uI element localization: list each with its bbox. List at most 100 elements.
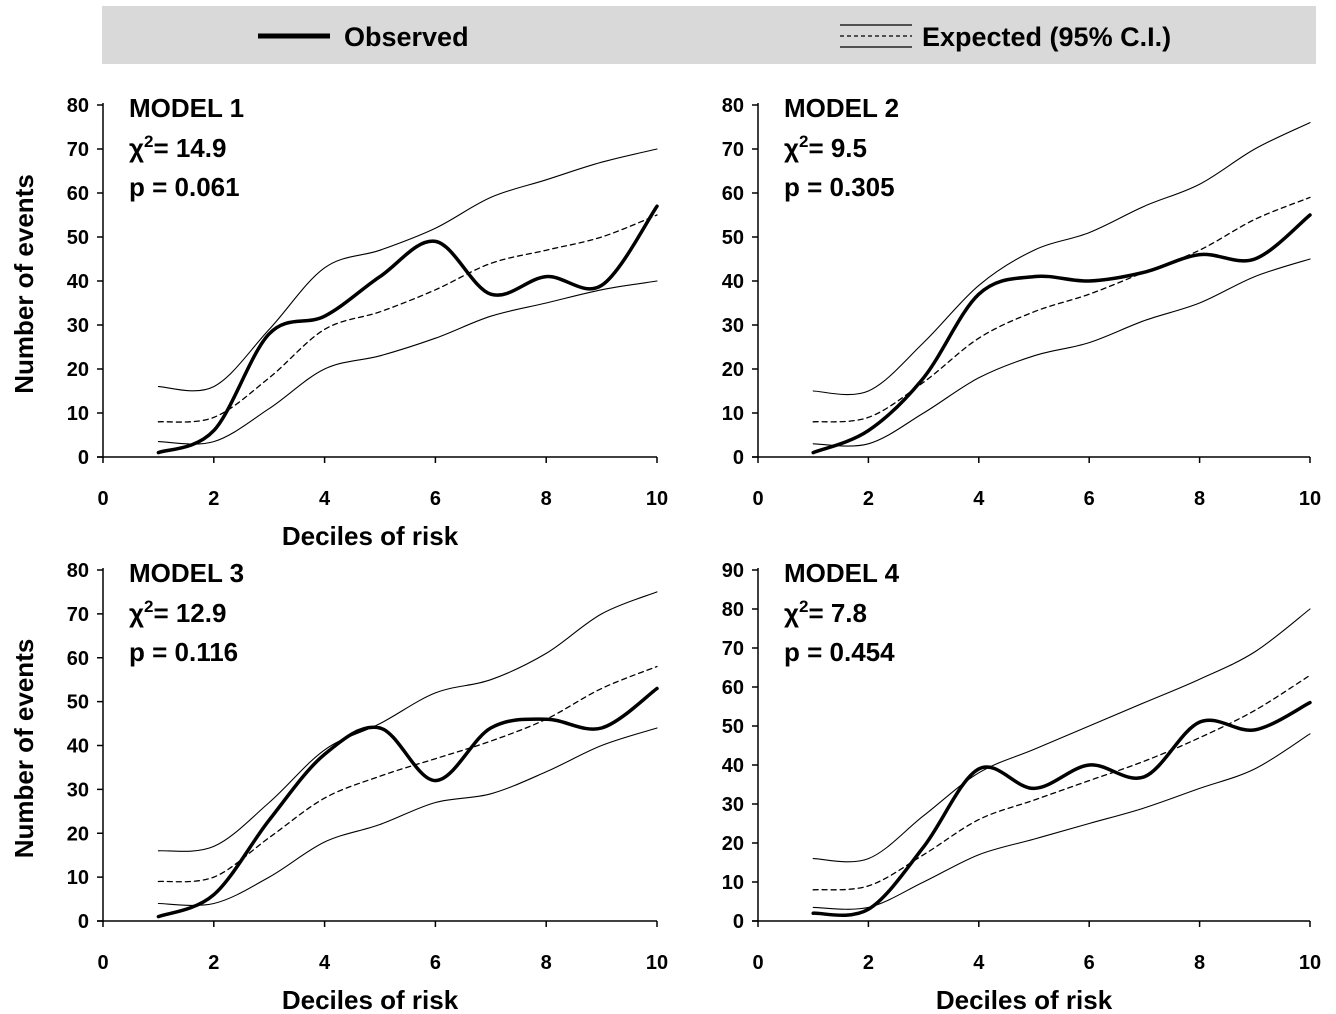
y-tick-label: 80 <box>722 599 744 621</box>
series-expected-upper-95-c-i <box>812 608 1311 863</box>
chi-square-stat: χ2= 9.5 <box>784 132 867 163</box>
y-tick-label: 10 <box>722 403 744 425</box>
y-tick-label: 10 <box>722 872 744 894</box>
x-tick-label: 0 <box>752 952 763 974</box>
x-tick-label: 8 <box>1194 952 1205 974</box>
y-tick-label: 20 <box>67 823 89 845</box>
model-title: MODEL 1 <box>129 93 244 123</box>
model-title: MODEL 2 <box>784 93 899 123</box>
panel-3: 0 10 20 30 40 50 60 70 80 0 2 4 6 8 10 MODEL 3 χ2= 12.9 p… <box>9 558 668 1014</box>
y-tick-label: 20 <box>722 833 744 855</box>
y-tick-label: 0 <box>733 447 744 469</box>
y-tick-label: 20 <box>67 359 89 381</box>
y-tick-label: 80 <box>722 95 744 117</box>
x-tick-label: 0 <box>752 488 763 510</box>
x-tick-label: 0 <box>97 952 108 974</box>
series-expected-upper-95-c-i <box>812 122 1311 396</box>
y-tick-label: 70 <box>722 139 744 161</box>
series-observed <box>811 700 1312 917</box>
x-tick-label: 2 <box>863 952 874 974</box>
x-tick-label: 4 <box>973 952 985 974</box>
model-title: MODEL 4 <box>784 558 900 588</box>
x-tick-label: 10 <box>646 488 668 510</box>
series-expected-lower-95-c-i <box>812 258 1311 447</box>
y-tick-label: 70 <box>722 638 744 660</box>
p-value: p = 0.305 <box>784 172 895 202</box>
y-tick-label: 10 <box>67 867 89 889</box>
y-tick-label: 10 <box>67 403 89 425</box>
y-tick-label: 70 <box>67 604 89 626</box>
x-tick-label: 10 <box>1299 488 1321 510</box>
y-tick-label: 60 <box>722 677 744 699</box>
y-tick-label: 50 <box>722 716 744 738</box>
y-axis-title: Number of events <box>9 174 39 394</box>
y-tick-label: 30 <box>67 315 89 337</box>
y-tick-label: 50 <box>722 227 744 249</box>
chi-square-stat: χ2= 7.8 <box>784 597 867 628</box>
x-tick-label: 4 <box>319 952 331 974</box>
panel-2: 0 10 20 30 40 50 60 70 80 0 2 4 6 8 10 MODEL 2 χ2= 9.5 p … <box>722 93 1321 510</box>
x-axis-title: Deciles of risk <box>282 985 459 1014</box>
series-expected-upper-95-c-i <box>157 148 658 392</box>
x-tick-label: 0 <box>97 488 108 510</box>
x-tick-label: 6 <box>1084 952 1095 974</box>
series-expected-lower-95-c-i <box>157 280 658 445</box>
y-tick-label: 50 <box>67 692 89 714</box>
x-tick-label: 6 <box>430 488 441 510</box>
x-axis-title: Deciles of risk <box>936 985 1113 1014</box>
panel-4: 0 10 20 30 40 50 60 70 80 90 0 2 4 6 8 10 MODEL 4 χ2= 7.8… <box>722 558 1321 1014</box>
y-tick-label: 80 <box>67 95 89 117</box>
series-observed <box>156 686 659 919</box>
panel-1: 0 10 20 30 40 50 60 70 80 0 2 4 6 8 10 MODEL 1 χ2= 14.9 p… <box>9 93 668 551</box>
y-tick-label: 30 <box>722 315 744 337</box>
series-observed <box>156 204 659 455</box>
series-expected <box>812 196 1311 423</box>
y-tick-label: 0 <box>78 911 89 933</box>
x-axis-title: Deciles of risk <box>282 521 459 551</box>
p-value: p = 0.116 <box>129 637 238 667</box>
legend-expected-label: Expected (95% C.I.) <box>922 22 1171 52</box>
legend-expected-swatch <box>840 24 912 48</box>
y-tick-label: 90 <box>722 560 744 582</box>
y-tick-label: 60 <box>67 183 89 205</box>
y-tick-label: 40 <box>722 755 744 777</box>
y-tick-label: 40 <box>67 736 89 758</box>
y-tick-label: 60 <box>722 183 744 205</box>
y-axis-title: Number of events <box>9 639 39 859</box>
y-tick-label: 0 <box>78 447 89 469</box>
y-tick-label: 30 <box>722 794 744 816</box>
x-tick-label: 4 <box>319 488 331 510</box>
series-expected-upper-95-c-i <box>157 591 658 852</box>
x-tick-label: 10 <box>1299 952 1321 974</box>
series-expected-lower-95-c-i <box>812 733 1311 910</box>
y-tick-label: 50 <box>67 227 89 249</box>
chi-square-stat: χ2= 12.9 <box>129 597 226 628</box>
series-expected <box>157 665 658 883</box>
x-tick-label: 4 <box>973 488 985 510</box>
legend-observed-label: Observed <box>344 22 469 52</box>
p-value: p = 0.454 <box>784 637 895 667</box>
y-tick-label: 70 <box>67 139 89 161</box>
y-tick-label: 0 <box>733 911 744 933</box>
y-tick-label: 40 <box>722 271 744 293</box>
y-tick-label: 20 <box>722 359 744 381</box>
x-tick-label: 2 <box>863 488 874 510</box>
chi-square-stat: χ2= 14.9 <box>129 132 226 163</box>
x-tick-label: 8 <box>541 952 552 974</box>
series-expected <box>812 674 1311 891</box>
series-expected <box>157 214 658 423</box>
y-tick-label: 80 <box>67 560 89 582</box>
x-tick-label: 8 <box>541 488 552 510</box>
x-tick-label: 8 <box>1194 488 1205 510</box>
y-tick-label: 30 <box>67 779 89 801</box>
x-tick-label: 6 <box>430 952 441 974</box>
series-expected-lower-95-c-i <box>157 727 658 906</box>
y-tick-label: 60 <box>67 648 89 670</box>
y-tick-label: 40 <box>67 271 89 293</box>
legend: Observed Expected (95% C.I.) <box>102 6 1316 64</box>
series-observed <box>811 213 1312 455</box>
model-title: MODEL 3 <box>129 558 244 588</box>
p-value: p = 0.061 <box>129 172 240 202</box>
